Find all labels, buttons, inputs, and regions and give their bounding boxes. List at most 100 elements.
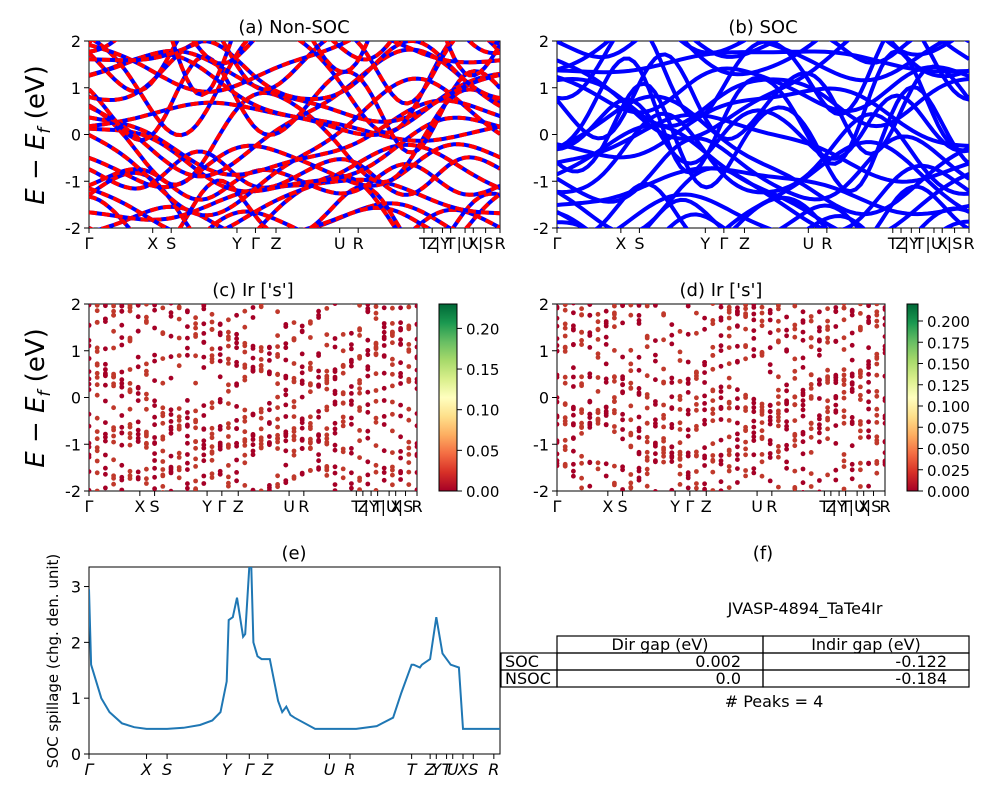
panel-d-point [677,358,683,363]
panel-d-point [563,297,568,302]
panel-d-point [710,304,716,306]
panel-d-point [825,335,830,341]
panel-d-point [661,286,666,291]
panel-d-point [858,538,863,543]
panel-c-point [193,353,199,359]
panel-c-point [324,407,330,413]
panel-c-point [193,315,199,321]
panel-d-point [571,310,576,316]
panel-c-point [94,361,100,367]
panel-c-point [152,297,157,302]
panel-a-xtick-label: X [468,234,479,253]
panel-a-xtick-label: S [166,234,176,253]
panel-c-ytick-label: -1 [65,435,81,454]
panel-c-point [340,466,346,472]
panel-c-point [89,304,92,308]
panel-c-point [365,389,371,395]
panel-d-point [571,406,576,412]
panel-d-point [833,338,839,344]
panel-d-point [710,411,716,416]
panel-c-point [414,322,417,327]
panel-c-point [242,414,248,420]
panel-d-point [735,305,740,311]
panel-d-point [677,349,683,355]
panel-d-point [653,274,658,279]
panel-d-point [644,471,650,477]
panel-c-point [250,448,256,454]
panel-d-point [587,371,593,377]
panel-e-xtick-label: U [447,760,459,779]
panel-c-point [242,452,248,458]
panel-d-xtick-label: X [858,497,869,516]
panel-d-point [874,294,879,299]
panel-d-point [620,292,625,297]
panel-c-point [185,415,190,421]
panel-d-point [801,283,806,288]
panel-c-xtick-label: |Y [363,497,378,516]
panel-c-point [374,265,379,270]
panel-c-point [226,480,231,486]
panel-d-point [587,483,593,489]
panel-c-point [209,425,215,431]
panel-d-point [557,451,560,457]
panel-d-point [653,417,658,423]
panel-c-point [324,265,329,270]
panel-c-point [119,430,125,436]
panel-c-point [267,442,272,448]
panel-d-point [694,505,699,510]
panel-c-point [324,473,330,478]
panel-d-point [849,312,855,318]
panel-c-point [316,368,321,374]
panel-c-point [226,343,231,349]
panel-d-point [767,441,773,447]
panel-c-point [127,468,133,474]
panel-c-point [381,470,387,475]
panel-c-point [217,322,223,327]
panel-c-point [177,285,182,290]
panel-d-point [661,272,666,277]
panel-c-point [201,473,207,479]
panel-d-point [694,469,699,474]
panel-c-point [349,295,354,300]
panel-d-point [784,492,789,497]
panel-b-xtick-label: S [634,234,644,253]
panel-c-point [111,481,116,487]
panel-d-point [751,311,757,317]
panel-d-point [562,345,568,351]
panel-c-point [94,382,100,388]
panel-c-point [152,422,158,428]
panel-c-point [127,476,133,481]
panel-d-point [751,353,757,359]
panel-c-point [103,304,108,309]
panel-c-point [381,398,387,403]
panel-d-point [579,545,584,550]
panel-c-point [226,463,231,468]
panel-d-xtick-label: Z [701,497,712,516]
panel-c-point [135,469,141,475]
panel-c-point [349,391,354,396]
peaks-count: # Peaks = 4 [725,692,824,711]
panel-c-point [258,304,264,307]
panel-c-point [340,390,346,396]
panel-d-point [636,313,642,318]
panel-d-point [858,428,863,434]
panel-c-point [308,360,313,366]
panel-c-point [111,522,116,527]
panel-d-point [800,451,806,457]
panel-d-point [743,326,748,332]
panel-a-band-line [89,142,500,228]
panel-c-xtick-label: R [411,497,422,516]
panel-c-point [193,425,199,431]
panel-d-point [620,354,625,360]
panel-c-point [217,424,223,429]
panel-c-point [357,487,362,491]
panel-d-point [685,304,691,309]
panel-c-point [144,361,149,367]
panel-c-point [258,345,264,350]
panel-d-point [557,315,560,321]
panel-b-bands [557,41,969,228]
panel-c-point [176,316,182,322]
panel-c-point [89,343,92,349]
panel-d-point [677,471,683,477]
panel-d-point [603,376,609,382]
